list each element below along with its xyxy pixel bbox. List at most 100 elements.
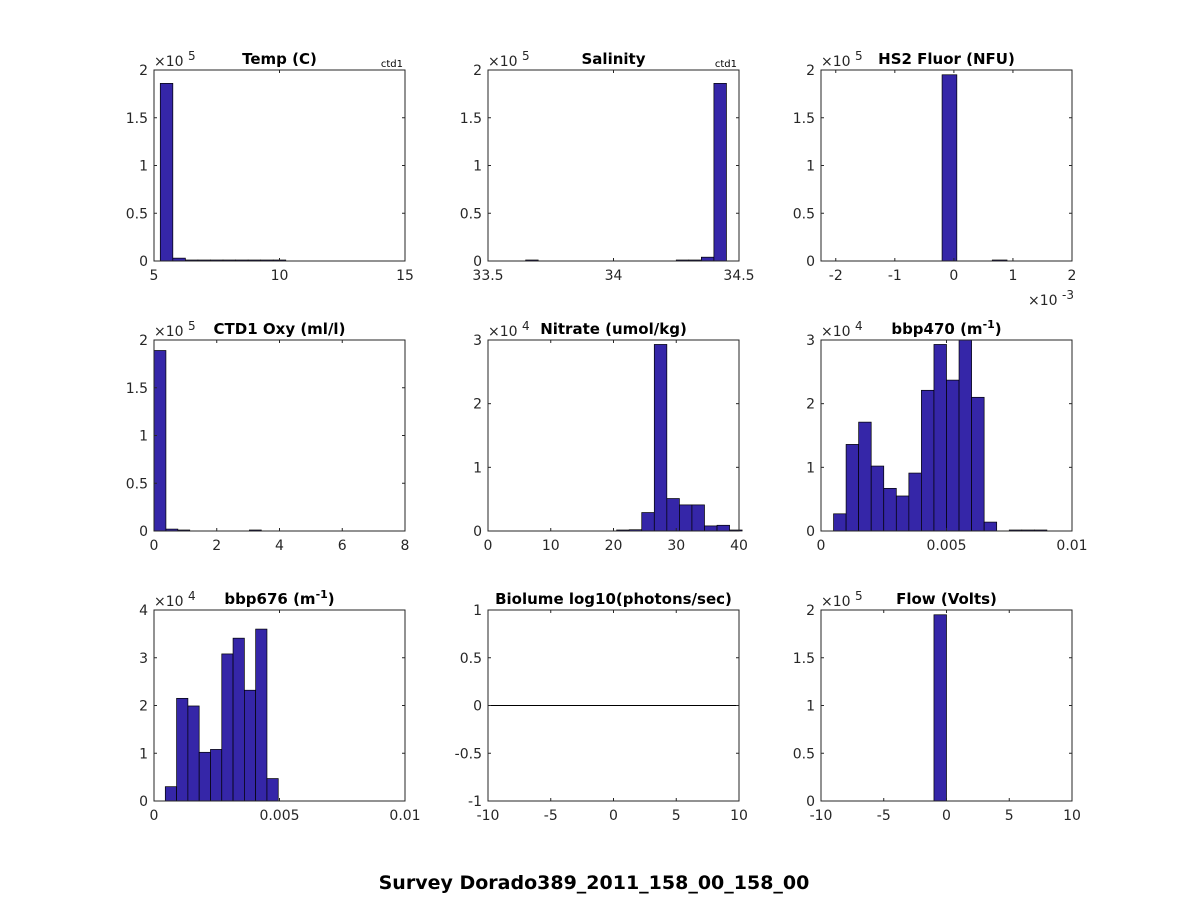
- histogram-bar: [908, 472, 922, 532]
- x-tick-label: 0.005: [259, 808, 299, 824]
- y-axis-exponent: ×10 5: [821, 589, 863, 610]
- y-tick-label: 0: [806, 254, 815, 270]
- x-tick-label: 0: [949, 268, 958, 284]
- histogram-bar: [221, 653, 234, 802]
- histogram-bar: [164, 786, 177, 802]
- figure-suptitle: Survey Dorado389_2011_158_00_158_00: [379, 872, 810, 894]
- x-tick-label: 20: [605, 538, 623, 554]
- y-tick-label: 0: [139, 254, 148, 270]
- y-tick-label: 2: [139, 699, 148, 715]
- histogram-bar: [653, 344, 668, 532]
- x-tick-label: 10: [542, 538, 560, 554]
- x-tick-label: -1: [888, 268, 902, 284]
- y-tick-label: 0: [806, 794, 815, 810]
- subplot-tag: ctd1: [381, 59, 403, 70]
- y-tick-label: 2: [806, 63, 815, 79]
- x-tick-label: 0: [150, 538, 159, 554]
- histogram-bar: [946, 379, 960, 532]
- subplot-4: 0 2 4 6 8 0 0.5 1 1.5 2 CTD1 Oxy (ml/l) ×10 5: [126, 319, 410, 554]
- histogram-bar: [933, 614, 947, 802]
- y-tick-label: 1.5: [793, 111, 815, 127]
- histogram-bar: [833, 513, 847, 532]
- x-tick-label: 10: [1063, 808, 1081, 824]
- x-tick-label: 30: [667, 538, 685, 554]
- y-tick-label: 0.5: [460, 206, 482, 222]
- histogram-bar: [983, 521, 998, 532]
- y-tick-label: -0.5: [455, 746, 482, 762]
- y-tick-label: 3: [473, 333, 482, 349]
- y-tick-label: 2: [806, 603, 815, 619]
- histogram-bar: [895, 495, 910, 532]
- histogram-bar: [704, 525, 718, 532]
- y-tick-label: -1: [468, 794, 482, 810]
- histogram-bar: [176, 697, 189, 802]
- x-tick-label: 0: [609, 808, 618, 824]
- plot-area: [154, 340, 405, 531]
- subplot-tag: ctd1: [715, 59, 737, 70]
- x-tick-label: 10: [271, 268, 289, 284]
- y-tick-label: 0.5: [793, 206, 815, 222]
- x-tick-label: -10: [477, 808, 500, 824]
- x-tick-label: 33.5: [472, 268, 503, 284]
- y-tick-label: 1: [473, 460, 482, 476]
- x-tick-label: 2: [212, 538, 221, 554]
- histogram-bar: [883, 487, 897, 532]
- subplot-2: 33.5 34 34.5 0 0.5 1 1.5 2 Salinity ×10 5 ctd1: [460, 49, 755, 284]
- x-tick-label: -10: [810, 808, 833, 824]
- y-tick-label: 1: [139, 429, 148, 445]
- histogram-bar: [870, 465, 885, 532]
- subplot-title: HS2 Fluor (NFU): [878, 50, 1015, 68]
- y-tick-label: 2: [139, 333, 148, 349]
- x-tick-label: 0.005: [926, 538, 966, 554]
- subplot-title: Nitrate (umol/kg): [540, 320, 687, 338]
- x-tick-label: 0: [817, 538, 826, 554]
- histogram-bar: [845, 444, 859, 532]
- histogram-bar: [921, 389, 935, 532]
- subplot-5: 0 10 20 30 40 0 1 2 3 Nitrate (umol/kg) ×10 4: [473, 319, 748, 554]
- y-axis-exponent: ×10 5: [821, 49, 863, 70]
- x-tick-label: 6: [338, 538, 347, 554]
- y-axis-exponent: ×10 4: [821, 319, 863, 340]
- subplot-title: bbp470 (m-1): [891, 318, 1001, 338]
- subplot-title: Salinity: [582, 50, 646, 68]
- y-tick-label: 0.5: [460, 651, 482, 667]
- y-tick-label: 0.5: [126, 476, 148, 492]
- x-tick-label: 40: [730, 538, 748, 554]
- y-tick-label: 1.5: [460, 111, 482, 127]
- x-tick-label: 5: [672, 808, 681, 824]
- x-tick-label: 0: [484, 538, 493, 554]
- histogram-bar: [641, 512, 655, 532]
- y-tick-label: 0: [473, 254, 482, 270]
- histogram-bar: [858, 421, 872, 532]
- x-tick-label: 10: [730, 808, 748, 824]
- x-tick-label: 5: [150, 268, 159, 284]
- y-tick-label: 1: [806, 699, 815, 715]
- histogram-bar: [713, 83, 727, 262]
- histogram-bar: [255, 628, 268, 802]
- subplot-3: -2 -1 0 1 2 0 0.5 1 1.5 2 HS2 Fluor (NFU) ×10 5 ×10 …: [793, 49, 1077, 309]
- subplot-7: 0 0.005 0.01 0 1 2 3 4 bbp676 (m-1) ×10 4: [139, 588, 421, 824]
- subplot-1: 5 10 15 0 0.5 1 1.5 2 Temp (C) ×10 5 ctd1: [126, 49, 414, 284]
- y-tick-label: 2: [139, 63, 148, 79]
- x-tick-label: 2: [1068, 268, 1077, 284]
- histogram-bar: [266, 778, 279, 802]
- histogram-bar: [700, 256, 715, 262]
- histogram-bar: [716, 524, 730, 532]
- x-axis-exponent: ×10 -3: [1028, 288, 1074, 309]
- y-tick-label: 1: [139, 159, 148, 175]
- x-tick-label: 0: [942, 808, 951, 824]
- subplot-title: Temp (C): [242, 50, 317, 68]
- x-tick-label: -2: [829, 268, 843, 284]
- y-axis-exponent: ×10 5: [488, 49, 530, 70]
- y-tick-label: 1.5: [793, 651, 815, 667]
- x-tick-label: 34: [605, 268, 623, 284]
- y-tick-label: 0: [139, 524, 148, 540]
- histogram-bar: [153, 350, 167, 532]
- histogram-bar: [958, 339, 972, 532]
- x-tick-label: 0: [150, 808, 159, 824]
- y-tick-label: 1.5: [126, 111, 148, 127]
- y-tick-label: 0: [139, 794, 148, 810]
- histogram-bar: [198, 751, 211, 802]
- x-tick-label: 5: [1005, 808, 1014, 824]
